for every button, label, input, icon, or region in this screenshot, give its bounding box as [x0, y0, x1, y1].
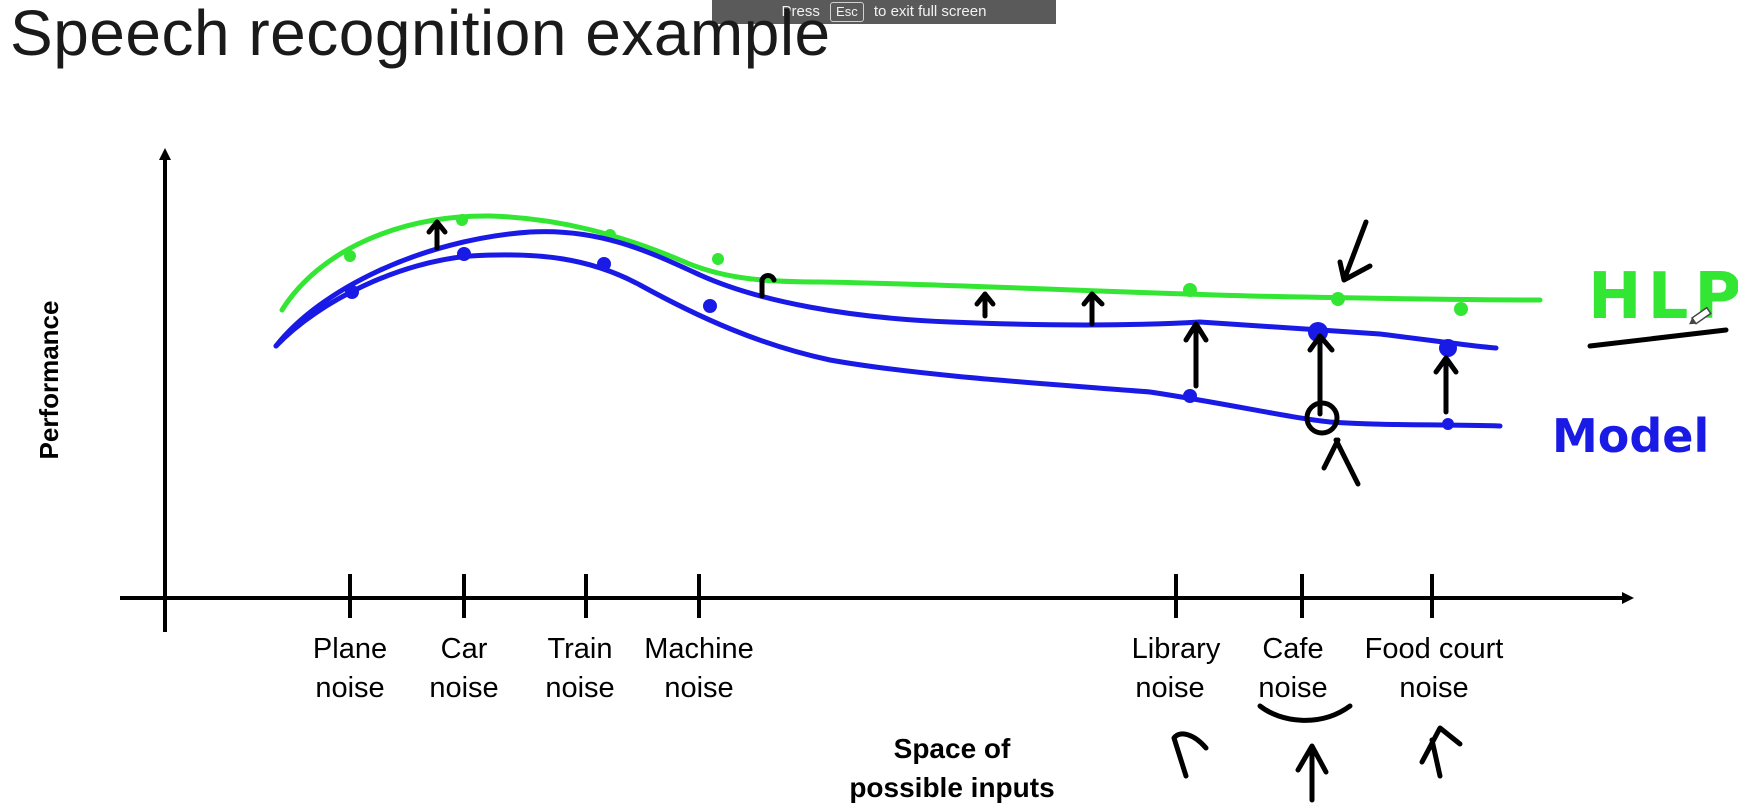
tick-label-plane-2: noise	[315, 672, 384, 704]
cafe-underline-brace	[1257, 703, 1353, 723]
tick-label-car-2: noise	[429, 672, 498, 704]
tick-label-foodcourt-1: Food court	[1365, 633, 1504, 665]
tick-label-library-1: Library	[1132, 633, 1221, 665]
tick-label-cafe-1: Cafe	[1262, 633, 1323, 665]
gap-arrow-foodcourt	[1433, 355, 1459, 415]
model-curve-upper	[273, 229, 1499, 351]
fullscreen-banner: Press Esc to exit full screen	[712, 0, 1056, 24]
pointer-arrow-cafe-point	[1321, 437, 1361, 487]
tick-label-machine-1: Machine	[644, 633, 754, 665]
esc-key-badge: Esc	[830, 2, 864, 22]
tick-label-library-2: noise	[1135, 672, 1204, 704]
under-arrow-foodcourt	[1419, 725, 1463, 779]
hlp-dots	[344, 214, 1468, 316]
pointer-arrow-hlp-cafe	[1337, 219, 1373, 283]
tick-label-car-1: Car	[441, 633, 488, 665]
slide-title: Speech recognition example	[10, 0, 831, 69]
annotation-marks	[426, 219, 1729, 803]
hlp-label-underline	[1587, 327, 1729, 349]
tick-label-train-2: noise	[545, 672, 614, 704]
tick-label-machine-2: noise	[664, 672, 733, 704]
gap-arrow-library	[1183, 321, 1209, 389]
tick-label-foodcourt-2: noise	[1399, 672, 1468, 704]
gap-arrow-mid-2	[1081, 291, 1105, 327]
gap-arrow-mid-1	[974, 291, 996, 319]
model-dots	[345, 247, 1457, 430]
under-arrow-cafe	[1295, 743, 1329, 803]
x-axis-label-line2: possible inputs	[849, 772, 1054, 803]
pencil-icon	[1689, 306, 1712, 325]
gap-arrow-car	[426, 219, 448, 251]
under-arrow-library	[1171, 731, 1209, 779]
hlp-label: HLP	[1588, 260, 1738, 334]
tick-label-train-1: Train	[548, 633, 613, 665]
y-axis-label: Performance	[34, 301, 64, 460]
x-ticks	[348, 574, 1434, 618]
x-axis-label-line1: Space of	[894, 733, 1011, 764]
cafe-point-circle	[1304, 400, 1340, 436]
tick-label-cafe-2: noise	[1258, 672, 1327, 704]
model-label: Model	[1552, 409, 1709, 463]
tick-label-plane-1: Plane	[313, 633, 387, 665]
tick-labels: Plane noise Car noise Train noise Machin…	[313, 633, 1503, 704]
gap-arrow-machine	[759, 273, 777, 299]
